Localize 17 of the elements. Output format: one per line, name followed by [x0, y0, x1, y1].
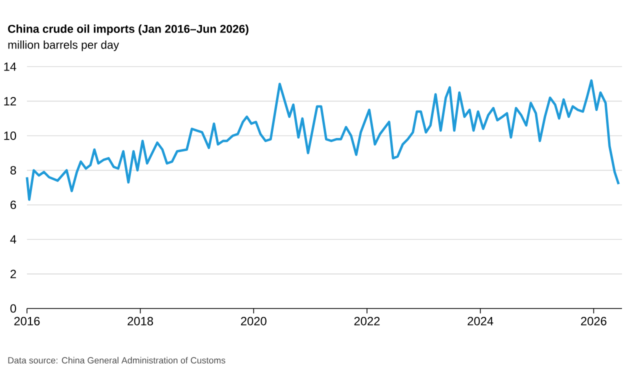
- x-tick-label: 2026: [581, 316, 606, 326]
- chart-subtitle: million barrels per day: [8, 40, 120, 52]
- y-tick-label: 4: [10, 235, 16, 244]
- y-tick-label: 12: [4, 96, 16, 106]
- y-tick-label: 10: [4, 131, 16, 140]
- x-tick-label: 2024: [468, 316, 494, 326]
- y-tick-label: 8: [10, 166, 16, 174]
- x-tick-label: 2020: [241, 316, 266, 326]
- y-tick-label: 6: [10, 200, 16, 209]
- source-note: Data source: China General Administration of Customs: [8, 356, 226, 364]
- y-tick-label: 2: [10, 270, 16, 278]
- y-tick-label: 0: [10, 304, 16, 313]
- chart-title: China crude oil imports (Jan 2016–Jun 2026): [8, 24, 248, 36]
- x-tick-label: 2018: [128, 316, 154, 326]
- x-tick-label: 2022: [354, 316, 380, 326]
- y-tick-label: 14: [4, 62, 16, 71]
- x-tick-label: 2016: [14, 316, 40, 326]
